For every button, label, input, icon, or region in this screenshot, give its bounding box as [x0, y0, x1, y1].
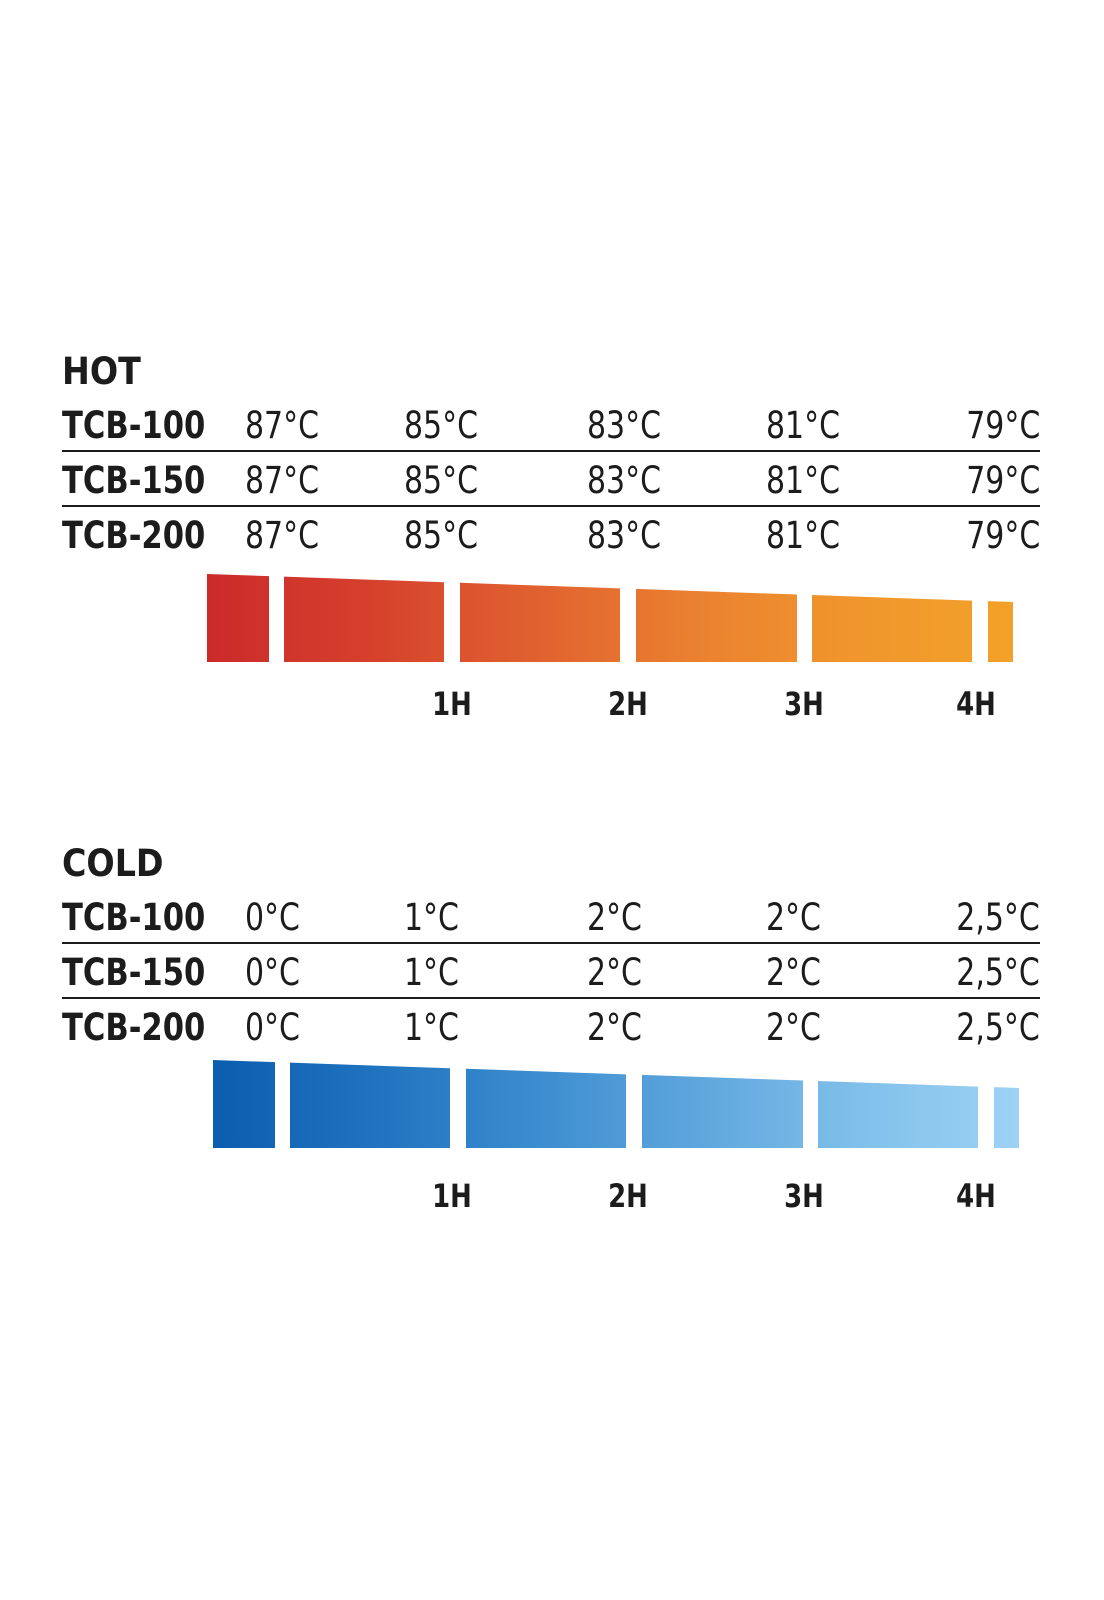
gradient-segment-3: [642, 1074, 803, 1148]
value-cell: 2°C: [587, 951, 642, 994]
value-cell: 79°C: [965, 404, 1040, 447]
row-label: TCB-150: [62, 459, 206, 502]
value-cell: 81°C: [766, 514, 841, 557]
value-cell: 2°C: [766, 951, 821, 994]
value-cell: 79°C: [965, 514, 1040, 557]
value-cell: 1°C: [404, 951, 459, 994]
gradient-segment-5: [994, 1087, 1019, 1148]
value-cell: 87°C: [245, 514, 320, 557]
cold-row-tcb-150: TCB-150 0°C 1°C 2°C 2°C 2,5°C: [62, 945, 1040, 999]
value-cell: 81°C: [766, 404, 841, 447]
row-label: TCB-100: [62, 404, 206, 447]
hour-label-1h: 1H: [432, 685, 472, 723]
gradient-segment-2: [466, 1068, 626, 1148]
value-cell: 0°C: [245, 1006, 300, 1049]
cold-row-tcb-200: TCB-200 0°C 1°C 2°C 2°C 2,5°C: [62, 1000, 1040, 1052]
gradient-segment-5: [988, 601, 1013, 662]
gradient-segment-0: [207, 574, 269, 662]
cold-title: COLD: [62, 842, 164, 885]
value-cell: 85°C: [404, 514, 479, 557]
hour-label-3h: 3H: [784, 1177, 824, 1215]
gradient-segment-2: [460, 582, 620, 662]
value-cell: 85°C: [404, 459, 479, 502]
hour-label-2h: 2H: [608, 685, 648, 723]
hot-title: HOT: [62, 350, 141, 393]
row-label: TCB-200: [62, 1006, 206, 1049]
gradient-segment-1: [290, 1062, 450, 1148]
hot-gradient-bars: [207, 574, 1013, 662]
value-cell: 87°C: [245, 404, 320, 447]
value-cell: 2,5°C: [956, 896, 1040, 939]
hour-label-4h: 4H: [956, 1177, 996, 1215]
value-cell: 83°C: [587, 459, 662, 502]
value-cell: 81°C: [766, 459, 841, 502]
hot-row-tcb-100: TCB-100 87°C 85°C 83°C 81°C 79°C: [62, 398, 1040, 452]
value-cell: 0°C: [245, 951, 300, 994]
value-cell: 2°C: [587, 1006, 642, 1049]
hour-label-2h: 2H: [608, 1177, 648, 1215]
value-cell: 0°C: [245, 896, 300, 939]
hot-row-tcb-200: TCB-200 87°C 85°C 83°C 81°C 79°C: [62, 508, 1040, 560]
value-cell: 83°C: [587, 404, 662, 447]
value-cell: 2°C: [587, 896, 642, 939]
hour-label-1h: 1H: [432, 1177, 472, 1215]
hour-label-3h: 3H: [784, 685, 824, 723]
gradient-segment-1: [284, 576, 444, 662]
value-cell: 1°C: [404, 1006, 459, 1049]
value-cell: 2°C: [766, 1006, 821, 1049]
value-cell: 79°C: [965, 459, 1040, 502]
gradient-segment-0: [213, 1060, 275, 1148]
value-cell: 1°C: [404, 896, 459, 939]
row-label: TCB-100: [62, 896, 206, 939]
hour-label-4h: 4H: [956, 685, 996, 723]
gradient-segment-4: [818, 1081, 978, 1148]
value-cell: 2,5°C: [956, 1006, 1040, 1049]
gradient-segment-3: [636, 588, 797, 662]
row-label: TCB-150: [62, 951, 206, 994]
value-cell: 2°C: [766, 896, 821, 939]
value-cell: 83°C: [587, 514, 662, 557]
hot-row-tcb-150: TCB-150 87°C 85°C 83°C 81°C 79°C: [62, 453, 1040, 507]
value-cell: 85°C: [404, 404, 479, 447]
row-label: TCB-200: [62, 514, 206, 557]
gradient-segment-4: [812, 595, 972, 662]
cold-gradient-bars: [213, 1060, 1019, 1148]
value-cell: 2,5°C: [956, 951, 1040, 994]
value-cell: 87°C: [245, 459, 320, 502]
cold-row-tcb-100: TCB-100 0°C 1°C 2°C 2°C 2,5°C: [62, 890, 1040, 944]
